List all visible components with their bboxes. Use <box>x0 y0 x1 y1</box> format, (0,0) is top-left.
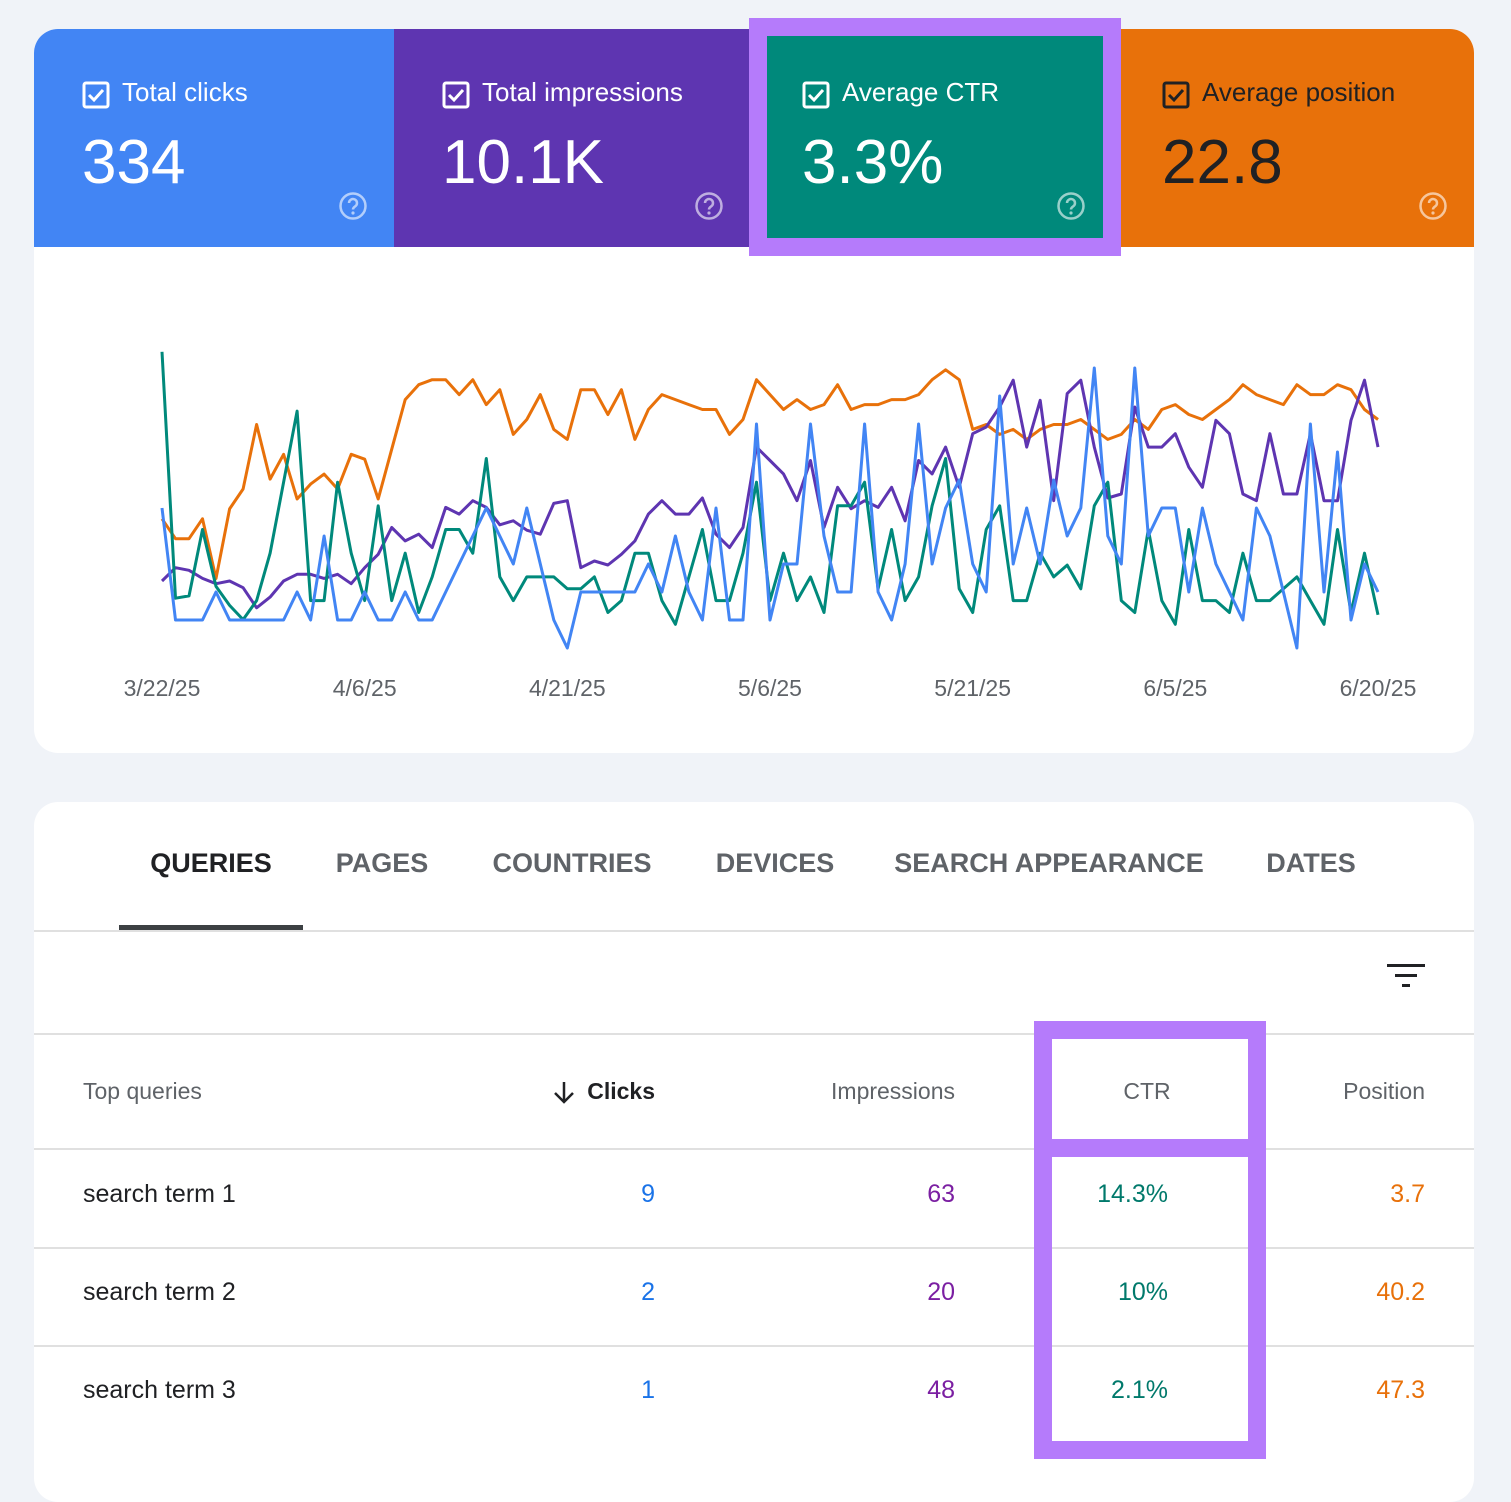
table-cell: 40.2 <box>1376 1278 1425 1307</box>
metric-value: 10.1K <box>442 127 604 198</box>
metric-label: Average position <box>1202 77 1395 108</box>
tab[interactable]: DATES <box>1266 848 1356 879</box>
table-cell[interactable]: search term 1 <box>83 1180 236 1209</box>
highlight-box <box>1034 1021 1266 1157</box>
column-header[interactable]: Position <box>1343 1078 1425 1105</box>
x-tick-label: 4/21/25 <box>529 675 606 701</box>
metric-tile[interactable]: Total impressions 10.1K <box>394 29 750 247</box>
help-icon[interactable] <box>338 191 368 221</box>
x-tick-label: 4/6/25 <box>333 675 397 701</box>
series-line <box>162 368 1378 648</box>
tab[interactable]: PAGES <box>336 848 429 879</box>
metric-label: Total clicks <box>122 77 248 108</box>
tab[interactable]: SEARCH APPEARANCE <box>894 848 1204 879</box>
checkbox[interactable] <box>442 81 470 109</box>
chart: 3/22/25 4/6/25 4/21/25 5/6/25 5/21/25 6/5/25 6… <box>34 247 1474 753</box>
column-header[interactable]: Top queries <box>83 1078 202 1105</box>
metric-tile[interactable]: Average position 22.8 <box>1120 29 1474 247</box>
table-cell: 1 <box>641 1376 655 1405</box>
metric-value: 22.8 <box>1162 127 1283 198</box>
divider <box>34 930 1474 932</box>
table-cell: 9 <box>641 1180 655 1209</box>
table-cell: 2 <box>641 1278 655 1307</box>
tab[interactable]: QUERIES <box>150 848 272 879</box>
table-cell: 47.3 <box>1376 1376 1425 1405</box>
column-header[interactable]: Impressions <box>831 1078 955 1105</box>
sort-arrow <box>551 1080 577 1106</box>
table-cell: 48 <box>927 1376 955 1405</box>
help-icon[interactable] <box>694 191 724 221</box>
help-icon[interactable] <box>1418 191 1448 221</box>
x-tick-label: 6/20/25 <box>1340 675 1417 701</box>
page: Total clicks 334 Total impressions 10.1K… <box>0 0 1511 1434</box>
metric-label: Total impressions <box>482 77 683 108</box>
x-tick-label: 3/22/25 <box>124 675 201 701</box>
table-cell: 63 <box>927 1180 955 1209</box>
checkbox[interactable] <box>1162 81 1190 109</box>
tab[interactable]: COUNTRIES <box>492 848 651 879</box>
series-line <box>162 380 1378 608</box>
table-cell: 3.7 <box>1390 1180 1425 1209</box>
filter-icon[interactable] <box>1386 962 1426 990</box>
table-cell: 20 <box>927 1278 955 1307</box>
x-tick-label: 5/6/25 <box>738 675 802 701</box>
checkbox[interactable] <box>82 81 110 109</box>
table-cell[interactable]: search term 3 <box>83 1376 236 1405</box>
highlight-box <box>1034 1139 1266 1459</box>
tab[interactable]: DEVICES <box>716 848 835 879</box>
metric-value: 334 <box>82 127 185 198</box>
x-tick-label: 6/5/25 <box>1143 675 1207 701</box>
table-cell[interactable]: search term 2 <box>83 1278 236 1307</box>
metric-tile[interactable]: Total clicks 334 <box>34 29 394 247</box>
x-tick-label: 5/21/25 <box>934 675 1011 701</box>
highlight-box <box>749 18 1121 256</box>
column-header[interactable]: Clicks <box>587 1078 655 1105</box>
